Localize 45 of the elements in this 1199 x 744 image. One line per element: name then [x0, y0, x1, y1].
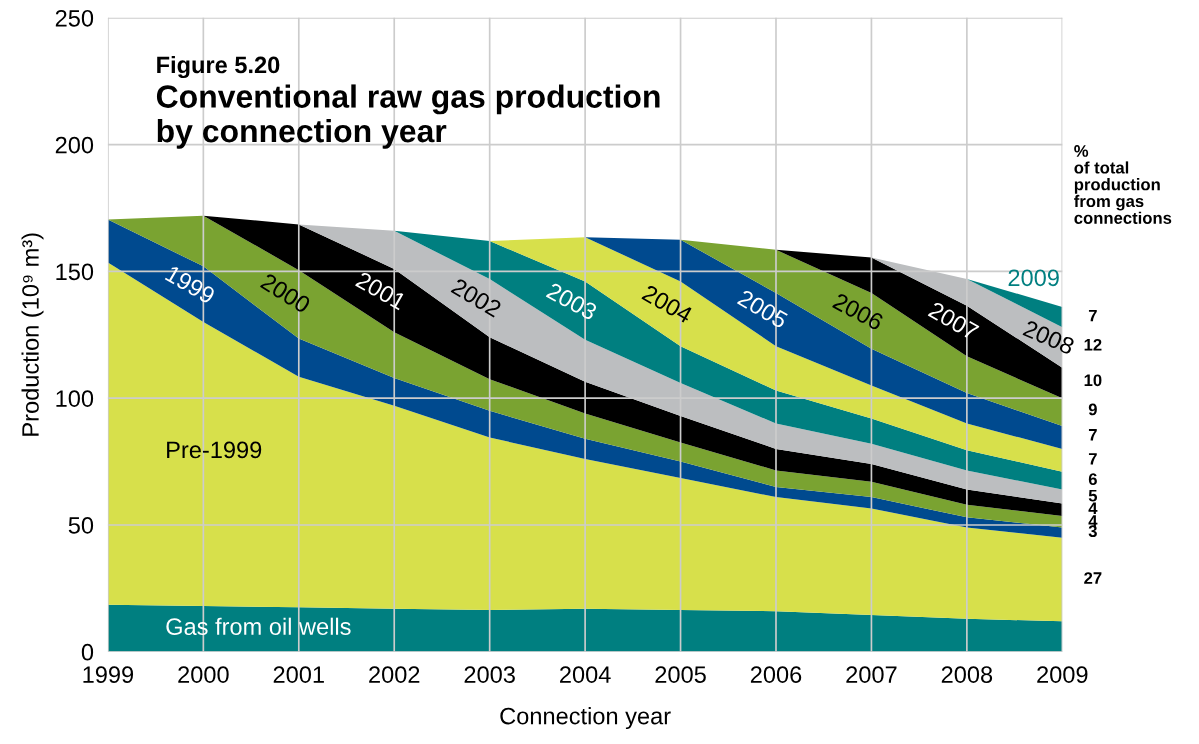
annotation: 7 [1088, 429, 1097, 441]
x-tick-label: 2004 [560, 666, 611, 683]
series-label: 2000 [259, 272, 312, 314]
series-label: 2009 [1008, 269, 1059, 287]
x-tick-label: 2008 [941, 666, 993, 683]
x-tick-label: 2006 [750, 666, 802, 683]
annotation: 4 [1088, 502, 1098, 515]
y-tick-label: 150 [56, 263, 94, 281]
series-label: 2004 [641, 284, 694, 324]
series-label: 1999 [164, 264, 216, 305]
annotation: 3 [1088, 525, 1097, 538]
y-axis-title: Production (10⁹ m³) [21, 233, 44, 436]
annotation: 7 [1088, 453, 1097, 465]
text: Figure 5.20 [157, 55, 280, 79]
text: Conventional raw gas production by connection year [156, 84, 660, 149]
annotation: 10 [1084, 374, 1102, 387]
x-tick-label: 2003 [464, 666, 515, 683]
series-label: 2001 [354, 271, 407, 311]
series-label: 2002 [450, 277, 503, 318]
annotation: 12 [1084, 338, 1102, 351]
series-label: 2006 [831, 292, 885, 331]
y-tick-label: 0 [81, 643, 94, 661]
annotation: 27 [1084, 572, 1102, 584]
series-label: 2008 [1022, 319, 1076, 356]
x-tick-label: 2001 [273, 666, 324, 683]
x-tick-label: 2002 [369, 666, 420, 683]
y-tick-label: 250 [55, 9, 94, 27]
annotation: 5 [1088, 489, 1098, 502]
x-tick-label: 2007 [846, 666, 897, 683]
x-tick-label: 2009 [1037, 666, 1088, 683]
y-tick-label: 100 [56, 390, 94, 407]
annotation: 7 [1088, 309, 1097, 322]
y-tick-label: 50 [68, 517, 94, 534]
annotation: 9 [1088, 403, 1097, 416]
series-label: 2003 [545, 282, 598, 321]
x-axis-title: Connection year [500, 707, 671, 730]
text: % of total production from gas connections [1074, 145, 1172, 224]
series-label: 2007 [927, 301, 980, 341]
x-tick-label: 2000 [178, 666, 229, 683]
x-tick-label: 2005 [655, 666, 706, 683]
series-label: 2005 [736, 289, 789, 330]
annotation: 6 [1088, 473, 1097, 486]
y-tick-label: 200 [55, 136, 94, 154]
annotation: 4 [1088, 515, 1098, 527]
x-tick-label: 1999 [83, 666, 134, 683]
